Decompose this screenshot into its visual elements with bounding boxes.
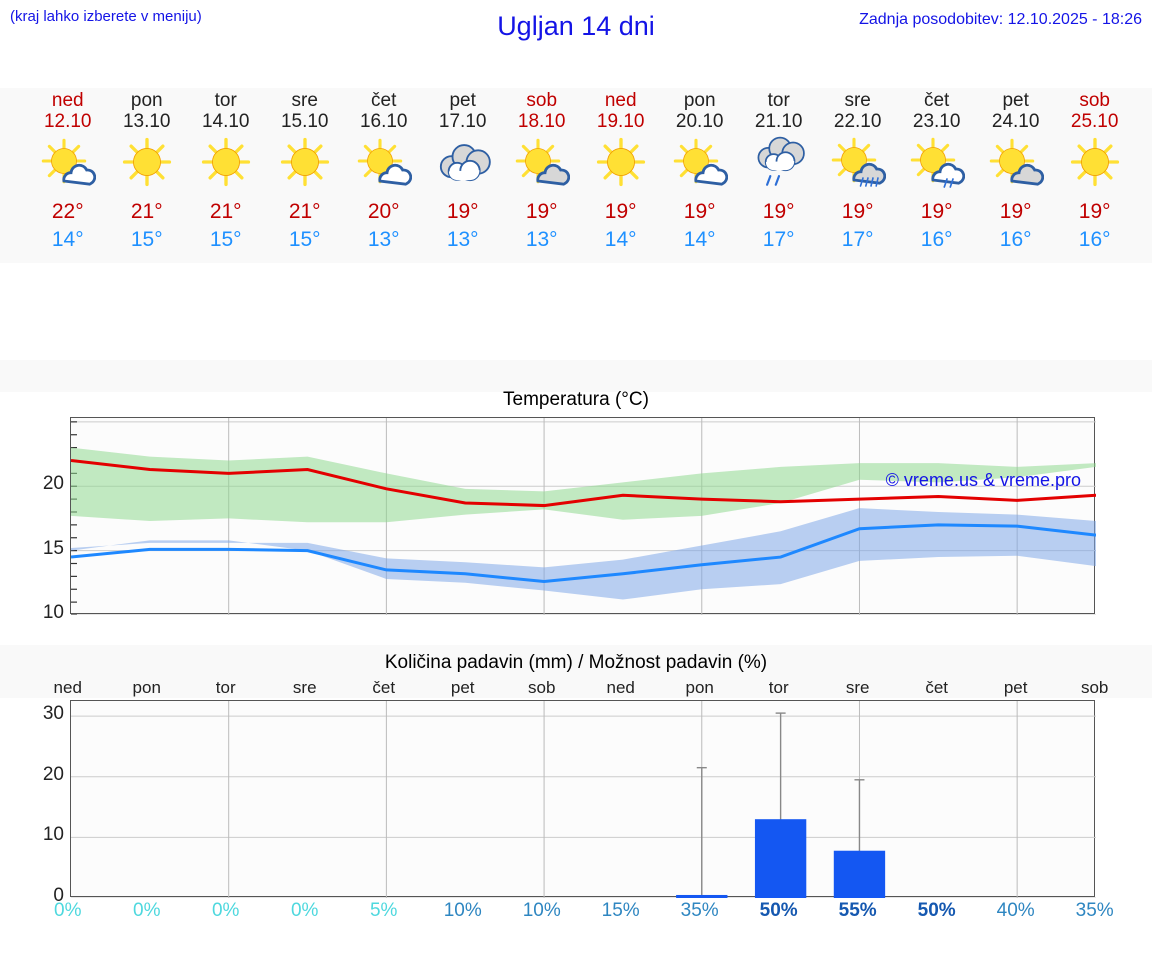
svg-text:© vreme.us & vreme.pro: © vreme.us & vreme.pro [886,470,1081,490]
